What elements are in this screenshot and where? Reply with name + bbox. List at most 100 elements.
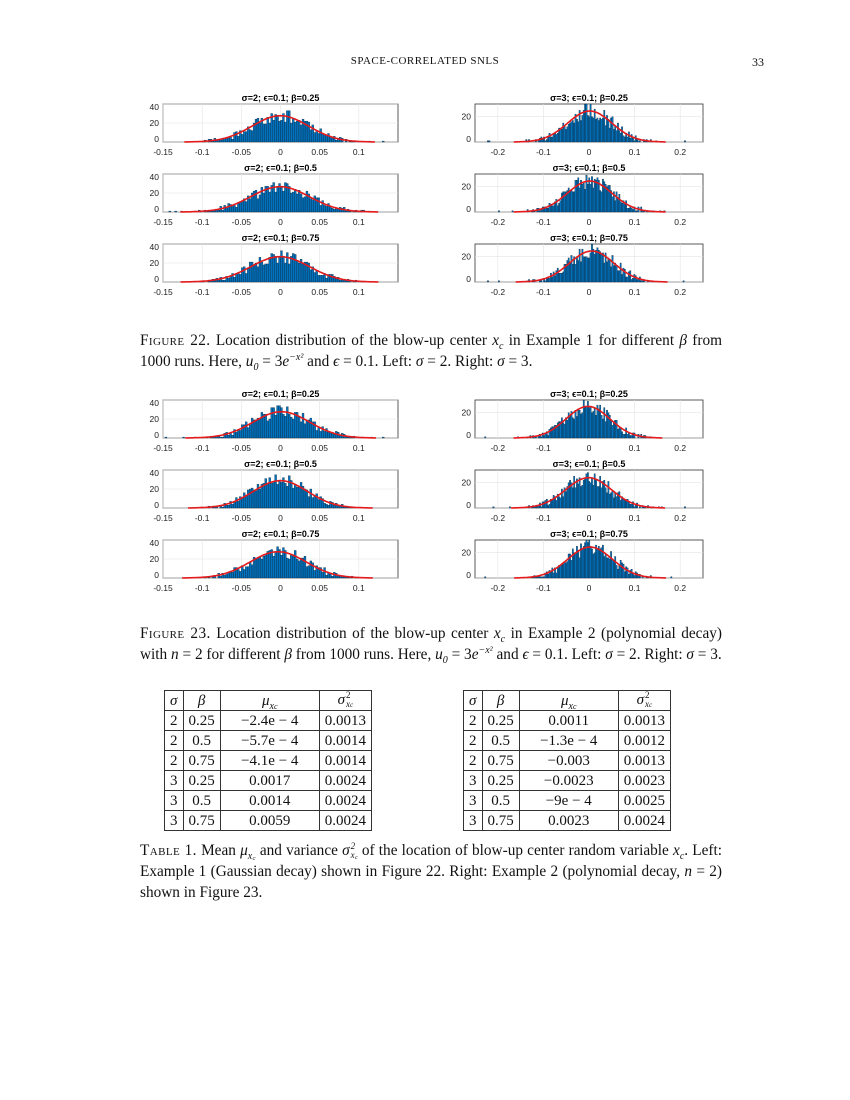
histogram-bar <box>284 415 287 439</box>
histogram-bar <box>576 119 578 143</box>
table-cell: 3 <box>463 770 483 792</box>
panel-title: σ=2; ϵ=0.1; β=0.5 <box>244 163 317 173</box>
histogram-bar <box>584 189 586 213</box>
histogram-bar <box>602 418 604 439</box>
x-tick-label: -0.1 <box>195 513 210 523</box>
fit-curve <box>182 550 373 579</box>
histogram-bar <box>589 482 592 509</box>
table-row: 2 0.25 0.0011 0.0013 <box>463 710 672 732</box>
histogram-bar <box>630 134 633 143</box>
x-tick-label: 0.1 <box>629 147 641 157</box>
histogram-bar <box>550 136 552 143</box>
histogram-bar <box>574 409 577 439</box>
x-tick-label: -0.05 <box>232 443 252 453</box>
histogram-bar <box>593 108 596 143</box>
histogram-bar <box>626 567 629 579</box>
fit-curve <box>188 479 373 509</box>
histogram-bar <box>580 180 582 213</box>
table-row: 2 0.75 −4.1e − 4 0.0014 <box>164 750 373 772</box>
histogram-bar <box>325 278 328 283</box>
histogram-bar <box>290 416 293 439</box>
histogram-bar <box>592 117 595 143</box>
x-tick-label: -0.2 <box>490 287 505 297</box>
table-cell: 0.0023 <box>518 810 619 832</box>
histogram-bar <box>231 572 234 579</box>
caption-text: = 2. Right: <box>612 646 687 663</box>
caption-text: = 2 for different <box>178 646 285 663</box>
histogram-bar <box>487 280 489 283</box>
histogram-bar <box>558 272 560 283</box>
histogram-bar <box>570 255 573 283</box>
histogram-panel: -0.15 -0.1 -0.05 0 0.05 0.1 0 20 40 σ=2; ϵ=0.1; β… <box>150 233 399 297</box>
histogram-bar <box>584 256 586 283</box>
histogram-bar <box>239 274 242 283</box>
x-tick-label: 0.2 <box>674 583 686 593</box>
histogram-bar <box>577 483 580 509</box>
histogram-bar <box>614 262 617 283</box>
histogram-bar <box>611 116 614 143</box>
y-tick-label: 20 <box>150 484 160 494</box>
x-tick-label: -0.1 <box>195 217 210 227</box>
histogram-bar <box>632 278 634 283</box>
table-cell: 0.25 <box>481 770 520 792</box>
table-cell: −5.7e − 4 <box>219 730 320 752</box>
y-tick-label: 0 <box>154 570 159 580</box>
histogram-bar <box>272 555 275 579</box>
histogram-bar <box>547 505 550 509</box>
histogram-bar <box>233 205 236 213</box>
table-cell: 0.5 <box>182 790 221 812</box>
histogram-bar <box>618 130 621 143</box>
histogram-bar <box>593 253 596 283</box>
histogram-bar <box>570 121 573 143</box>
histogram-bar <box>278 257 281 283</box>
x-tick-label: 0.1 <box>353 513 365 523</box>
histogram-bar <box>329 574 332 579</box>
subscript-c: c <box>572 701 577 711</box>
x-tick-label: -0.05 <box>232 217 252 227</box>
histogram-bar <box>561 417 563 439</box>
x-tick-label: 0 <box>587 147 592 157</box>
math-base: e <box>471 646 479 663</box>
histogram-bar <box>577 177 580 213</box>
histogram-bar <box>539 210 541 213</box>
header-sigma: σ <box>164 689 184 712</box>
histogram-bar <box>588 481 591 509</box>
histogram-bar <box>599 251 602 283</box>
histogram-bar <box>597 180 600 213</box>
histogram-bar <box>611 490 614 509</box>
histogram-bar <box>626 208 629 213</box>
histogram-bar <box>544 140 547 143</box>
caption-label: Figure 22. <box>140 332 211 349</box>
histogram-bar <box>573 476 576 509</box>
histogram-bar <box>323 503 326 509</box>
histogram-bar <box>552 572 555 579</box>
histogram-bar <box>382 436 385 439</box>
histogram-bar <box>537 576 540 579</box>
math-symbol: β <box>284 646 292 663</box>
x-tick-label: 0.1 <box>629 583 641 593</box>
header-beta-symbol: β <box>197 692 206 709</box>
histogram-bar <box>274 415 277 439</box>
table-cell: 0.75 <box>481 750 520 772</box>
histogram-bar <box>602 544 604 579</box>
histogram-bar <box>621 126 623 143</box>
table-cell: 0.0014 <box>219 790 320 812</box>
table-cell: 2 <box>164 750 184 772</box>
x-tick-label: -0.05 <box>232 287 252 297</box>
histogram-panel: -0.15 -0.1 -0.05 0 0.05 0.1 0 20 40 σ=2; ϵ=0.1; β… <box>150 93 399 157</box>
histogram-bar <box>633 140 636 143</box>
x-tick-label: -0.15 <box>153 287 173 297</box>
x-tick-label: -0.1 <box>536 217 551 227</box>
panel-title: σ=2; ϵ=0.1; β=0.25 <box>242 389 320 399</box>
histogram-bar <box>276 484 279 509</box>
histogram-bar <box>580 486 582 509</box>
panel-title: σ=3; ϵ=0.1; β=0.75 <box>550 233 628 243</box>
math-symbol: σ 2 x꜀ <box>342 842 358 860</box>
histogram-bar <box>559 272 562 283</box>
histogram-bar <box>168 210 171 213</box>
caption-text: . Left: Example 1 (Gaussian decay) shown… <box>140 842 722 880</box>
table-cell: 0.0024 <box>318 770 373 792</box>
subscript-x: x <box>269 700 274 712</box>
histogram-bar <box>569 261 571 283</box>
caption-text: = 3 <box>258 353 283 370</box>
